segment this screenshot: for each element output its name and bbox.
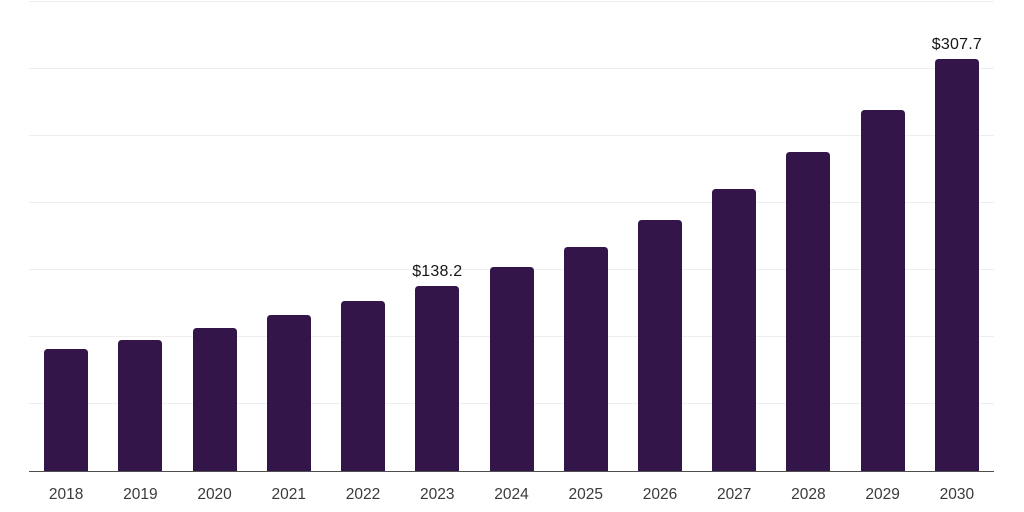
x-tick-2019: 2019: [123, 486, 158, 503]
bar-2029: [860, 109, 905, 471]
gridline-300: [29, 68, 994, 69]
x-axis-labels: 2018 2019 2020 2021 2022 2023 2024 2025 2026 2027…: [29, 486, 994, 508]
x-tick-2026: 2026: [642, 486, 678, 503]
x-tick-2030: 2030: [939, 486, 975, 503]
bar-2019: [118, 340, 163, 471]
x-tick-2028: 2028: [791, 486, 826, 503]
bar-2024: [489, 267, 534, 471]
bar-2025: [563, 246, 608, 471]
value-label-2030: $307.7: [931, 35, 982, 53]
x-tick-2025: 2025: [568, 486, 603, 503]
bar-2028: [786, 152, 831, 471]
plot-area: $138.2 $307.7: [29, 1, 994, 472]
bar-2021: [266, 314, 311, 471]
bar-2026: [637, 220, 682, 471]
x-tick-2023: 2023: [420, 486, 455, 503]
bar-2023: [415, 285, 460, 471]
bar-2030: [934, 58, 979, 471]
bar-2020: [192, 328, 237, 471]
gridline-350: [29, 1, 994, 2]
bar-2018: [44, 349, 89, 471]
bar-2022: [341, 301, 386, 471]
x-tick-2022: 2022: [345, 486, 381, 503]
x-tick-2020: 2020: [197, 486, 232, 503]
value-label-2023: $138.2: [412, 262, 463, 280]
bar-2027: [712, 189, 757, 471]
x-axis-line: [29, 470, 994, 472]
x-tick-2018: 2018: [48, 486, 84, 503]
x-tick-2024: 2024: [494, 486, 529, 503]
x-tick-2029: 2029: [865, 486, 900, 503]
gridline-250: [29, 135, 994, 136]
x-tick-2027: 2027: [716, 486, 752, 503]
gridline-200: [29, 202, 994, 203]
x-tick-2021: 2021: [271, 486, 307, 503]
